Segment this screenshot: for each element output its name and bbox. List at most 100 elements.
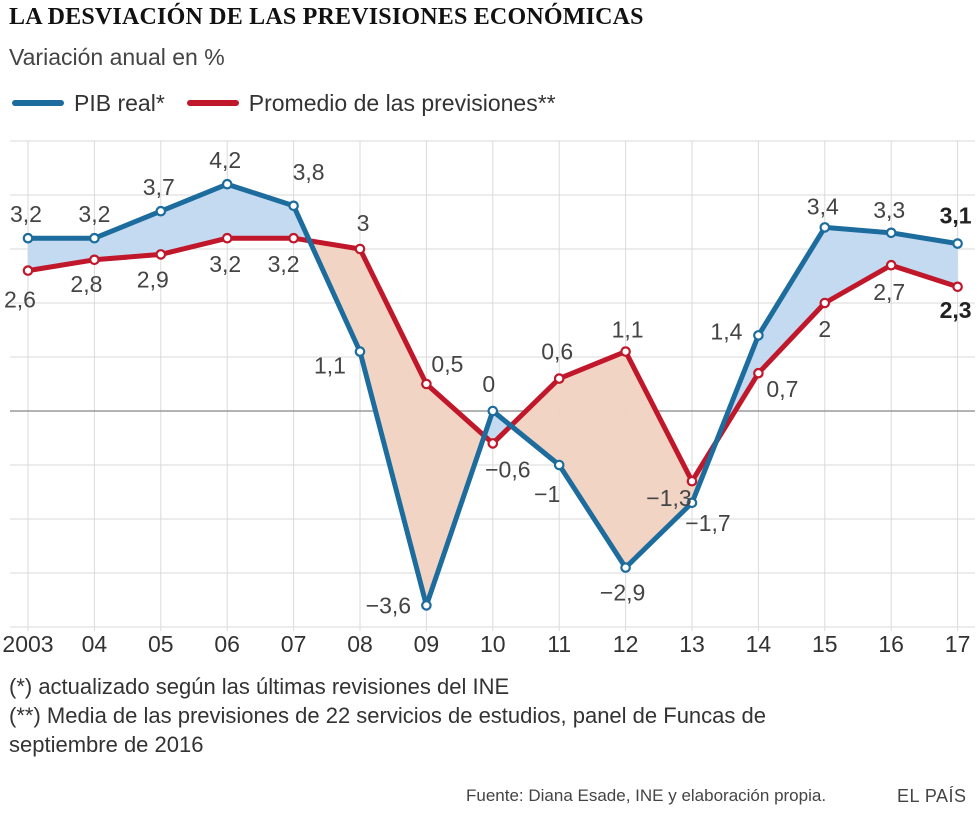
chart-subtitle: Variación anual en % xyxy=(9,44,225,70)
gap-area-below xyxy=(559,351,626,568)
data-label-pib-real: 3,4 xyxy=(807,193,839,219)
footnote-3: septiembre de 2016 xyxy=(9,732,204,757)
data-point-pib-real xyxy=(686,497,698,509)
data-point-previsiones xyxy=(22,265,34,276)
gap-area-above xyxy=(758,227,825,374)
data-point-pib-real xyxy=(221,178,233,190)
data-point-pib-real xyxy=(487,405,499,417)
data-point-previsiones xyxy=(221,232,233,244)
data-label-pib-real: 3,2 xyxy=(10,201,42,227)
gap-area-above xyxy=(824,227,892,303)
data-label-previsiones: −1,3 xyxy=(646,485,691,511)
gap-area-above xyxy=(94,211,161,260)
gap-area-below xyxy=(426,384,485,606)
data-label-pib-real: 0 xyxy=(482,371,495,397)
data-label-previsiones: 2,9 xyxy=(137,266,169,292)
data-label-pib-real: 1,4 xyxy=(710,318,742,344)
data-point-previsiones xyxy=(753,367,764,379)
data-point-pib-real xyxy=(22,232,34,244)
x-tick-label: 04 xyxy=(82,631,108,657)
x-tick-label: 06 xyxy=(214,631,240,657)
data-label-previsiones: 3,2 xyxy=(209,251,241,277)
x-tick-label: 10 xyxy=(480,631,506,657)
data-point-pib-real xyxy=(89,232,100,244)
x-tick-label: 08 xyxy=(347,631,373,657)
x-tick-label: 15 xyxy=(812,631,838,657)
data-point-previsiones xyxy=(952,281,963,293)
gap-area-above xyxy=(28,238,95,271)
x-tick-label: 13 xyxy=(679,631,705,657)
data-label-previsiones: −0,6 xyxy=(485,456,530,482)
data-point-previsiones xyxy=(553,373,565,384)
x-tick-label: 11 xyxy=(547,631,571,657)
legend: PIB real* Promedio de las previsiones** xyxy=(12,88,578,118)
data-label-previsiones: 2,7 xyxy=(873,279,905,305)
data-point-pib-real xyxy=(354,346,366,357)
data-point-pib-real xyxy=(553,459,565,471)
legend-swatch-previsiones xyxy=(186,100,239,106)
data-label-pib-real: −1,7 xyxy=(685,510,730,536)
data-point-pib-real xyxy=(753,330,764,341)
data-label-pib-real: 4,2 xyxy=(209,147,241,173)
data-label-pib-real: −2,9 xyxy=(600,580,645,606)
x-tick-label: 2003 xyxy=(2,631,53,657)
x-tick-label: 16 xyxy=(878,631,904,657)
gap-area-below xyxy=(510,378,560,465)
data-label-pib-real: −1 xyxy=(534,481,560,507)
gap-area-above xyxy=(492,411,511,444)
x-tick-label: 07 xyxy=(281,631,307,657)
data-label-previsiones: 0,6 xyxy=(541,339,573,365)
footnotes: (*) actualizado según las últimas revisi… xyxy=(9,672,949,759)
data-label-previsiones: 3 xyxy=(357,210,370,236)
data-point-pib-real xyxy=(421,600,432,611)
footnote-2: (**) Media de las previsiones de 22 serv… xyxy=(9,703,766,728)
data-label-pib-real: 3,1 xyxy=(940,203,972,229)
data-point-pib-real xyxy=(885,227,897,239)
legend-item-pib: PIB real* xyxy=(12,90,165,117)
legend-swatch-pib xyxy=(12,100,64,106)
legend-label-previsiones: Promedio de las previsiones** xyxy=(248,89,556,116)
data-label-pib-real: 3,8 xyxy=(293,159,325,185)
legend-item-previsiones: Promedio de las previsiones** xyxy=(186,89,556,117)
data-label-previsiones: 2 xyxy=(818,316,831,342)
data-point-previsiones xyxy=(819,297,831,309)
data-point-pib-real xyxy=(952,238,963,249)
data-label-previsiones: 0,5 xyxy=(431,351,463,377)
x-tick-label: 05 xyxy=(148,631,174,657)
data-label-previsiones: 2,8 xyxy=(70,271,102,297)
gap-area-above xyxy=(891,232,958,287)
x-tick-label: 14 xyxy=(746,631,772,657)
data-label-previsiones: 2,6 xyxy=(4,287,36,313)
data-point-previsiones xyxy=(885,259,897,271)
data-point-pib-real xyxy=(620,562,631,573)
source-text: Fuente: Diana Esade, INE y elaboración p… xyxy=(466,786,827,805)
gap-area-below xyxy=(360,249,427,606)
data-point-previsiones xyxy=(155,249,167,260)
chart-title: LA DESVIACIÓN DE LAS PREVISIONES ECONÓMI… xyxy=(9,4,644,30)
data-point-previsiones xyxy=(288,232,299,244)
x-tick-label: 17 xyxy=(945,631,971,657)
legend-label-pib: PIB real* xyxy=(74,89,165,116)
gap-area-above xyxy=(227,184,294,239)
data-label-previsiones: 1,1 xyxy=(612,317,644,343)
data-label-pib-real: 3,2 xyxy=(78,201,110,227)
data-point-previsiones xyxy=(421,378,432,390)
data-label-previsiones: 3,2 xyxy=(268,251,300,277)
data-label-pib-real: 1,1 xyxy=(314,353,346,379)
data-point-previsiones xyxy=(620,346,631,357)
data-point-previsiones xyxy=(487,438,499,449)
data-label-pib-real: −3,6 xyxy=(366,592,411,618)
x-tick-label: 09 xyxy=(414,631,440,657)
data-label-previsiones: 0,7 xyxy=(766,376,798,402)
data-point-previsiones xyxy=(686,475,698,487)
brand-logo: EL PAÍS xyxy=(897,786,967,806)
data-point-previsiones xyxy=(354,243,366,255)
data-point-pib-real xyxy=(288,200,299,212)
gap-area-above xyxy=(160,184,228,255)
data-point-pib-real xyxy=(819,222,831,233)
data-label-pib-real: 3,7 xyxy=(143,174,175,200)
gap-area-below xyxy=(625,351,692,568)
data-label-pib-real: 3,3 xyxy=(873,197,905,223)
footnote-1: (*) actualizado según las últimas revisi… xyxy=(9,674,510,699)
line-chart: 2003 04 05 06 07 08 09 10 11 12 13 14 15 16 17 3,2 3,2 3,… xyxy=(2,140,975,657)
